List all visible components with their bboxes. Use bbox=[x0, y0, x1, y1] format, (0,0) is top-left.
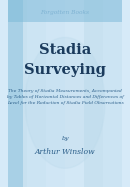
Bar bbox=[84, 0, 103, 187]
Bar bbox=[8, 0, 23, 187]
Bar bbox=[8, 0, 27, 187]
Bar bbox=[65, 0, 84, 187]
Text: Forgotten Books: Forgotten Books bbox=[41, 10, 89, 15]
Text: Stadia: Stadia bbox=[39, 44, 91, 57]
Circle shape bbox=[25, 37, 105, 168]
Text: by: by bbox=[61, 136, 69, 141]
Bar bbox=[8, 0, 122, 22]
Text: Arthur Winslow: Arthur Winslow bbox=[35, 148, 95, 156]
Bar bbox=[46, 0, 65, 187]
Bar bbox=[27, 0, 46, 187]
Bar bbox=[103, 0, 122, 187]
Text: Surveying: Surveying bbox=[24, 63, 106, 77]
Text: The Theory of Stadia Measurements, Accompanied
by Tables of Horizontal Distances: The Theory of Stadia Measurements, Accom… bbox=[7, 89, 123, 105]
